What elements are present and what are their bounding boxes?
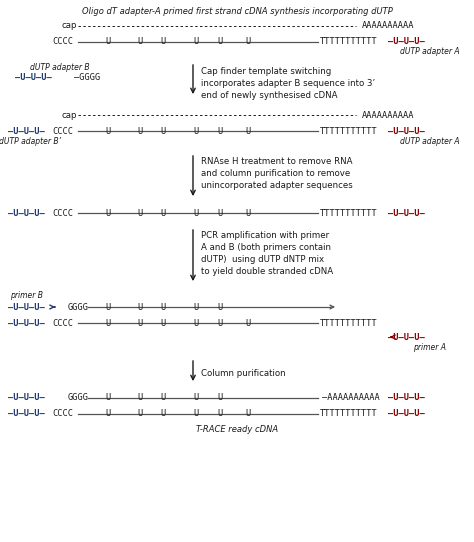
Text: U: U xyxy=(193,319,199,327)
Text: AAAAAAAAAA: AAAAAAAAAA xyxy=(362,22,414,30)
Text: CCCC: CCCC xyxy=(52,209,73,217)
Text: and column purification to remove: and column purification to remove xyxy=(201,170,350,178)
Text: U: U xyxy=(105,37,110,47)
Text: —U—U—U—: —U—U—U— xyxy=(388,37,425,47)
Text: to yield double stranded cDNA: to yield double stranded cDNA xyxy=(201,268,333,276)
Text: GGGG: GGGG xyxy=(68,393,89,403)
Text: —U—U—U—: —U—U—U— xyxy=(388,209,425,217)
Text: U: U xyxy=(218,37,223,47)
Text: TTTTTTTTTTT: TTTTTTTTTTT xyxy=(320,209,378,217)
Text: U: U xyxy=(160,302,165,312)
Text: CCCC: CCCC xyxy=(52,37,73,47)
Text: —U—U—U—: —U—U—U— xyxy=(8,209,45,217)
Text: U: U xyxy=(246,126,251,136)
Text: Oligo dT adapter-A primed first strand cDNA synthesis incorporating dUTP: Oligo dT adapter-A primed first strand c… xyxy=(82,7,392,16)
Text: AAAAAAAAAA: AAAAAAAAAA xyxy=(362,111,414,119)
Text: U: U xyxy=(246,209,251,217)
Text: —U—U—U—: —U—U—U— xyxy=(8,410,45,418)
Text: U: U xyxy=(137,126,143,136)
Text: U: U xyxy=(137,410,143,418)
Text: PCR amplification with primer: PCR amplification with primer xyxy=(201,231,329,241)
Text: dUTP adapter A: dUTP adapter A xyxy=(400,137,460,145)
Text: U: U xyxy=(160,393,165,403)
Text: U: U xyxy=(137,393,143,403)
Text: primer A: primer A xyxy=(413,344,447,352)
Text: end of newly synthesised cDNA: end of newly synthesised cDNA xyxy=(201,91,337,100)
Text: U: U xyxy=(218,302,223,312)
Text: —U—U—U—: —U—U—U— xyxy=(388,410,425,418)
Text: U: U xyxy=(105,209,110,217)
Text: T-RACE ready cDNA: T-RACE ready cDNA xyxy=(196,425,278,435)
Text: CCCC: CCCC xyxy=(52,126,73,136)
Text: U: U xyxy=(105,126,110,136)
Text: TTTTTTTTTTT: TTTTTTTTTTT xyxy=(320,410,378,418)
Text: U: U xyxy=(105,319,110,327)
Text: U: U xyxy=(137,319,143,327)
Text: U: U xyxy=(193,37,199,47)
Text: U: U xyxy=(137,302,143,312)
Text: U: U xyxy=(160,209,165,217)
Text: TTTTTTTTTTT: TTTTTTTTTTT xyxy=(320,319,378,327)
Text: U: U xyxy=(160,410,165,418)
Text: —U—U—U—: —U—U—U— xyxy=(8,302,45,312)
Text: A and B (both primers contain: A and B (both primers contain xyxy=(201,243,331,253)
Text: dUTP adapter A: dUTP adapter A xyxy=(400,48,460,56)
Text: U: U xyxy=(246,410,251,418)
Text: U: U xyxy=(218,410,223,418)
Text: U: U xyxy=(105,393,110,403)
Text: U: U xyxy=(193,126,199,136)
Text: U: U xyxy=(218,209,223,217)
Text: U: U xyxy=(105,410,110,418)
Text: CCCC: CCCC xyxy=(52,410,73,418)
Text: U: U xyxy=(193,393,199,403)
Text: –GGGG: –GGGG xyxy=(74,74,100,82)
Text: —U—U—U—: —U—U—U— xyxy=(15,74,52,82)
Text: U: U xyxy=(137,37,143,47)
Text: dUTP adapter B’: dUTP adapter B’ xyxy=(0,137,61,145)
Text: U: U xyxy=(246,319,251,327)
Text: incorporates adapter B sequence into 3’: incorporates adapter B sequence into 3’ xyxy=(201,79,375,87)
Text: RNAse H treatment to remove RNA: RNAse H treatment to remove RNA xyxy=(201,158,353,166)
Text: U: U xyxy=(218,126,223,136)
Text: CCCC: CCCC xyxy=(52,319,73,327)
Text: —AAAAAAAAAA: —AAAAAAAAAA xyxy=(322,393,380,403)
Text: U: U xyxy=(137,209,143,217)
Text: Column purification: Column purification xyxy=(201,369,286,378)
Text: U: U xyxy=(193,209,199,217)
Text: cap: cap xyxy=(62,111,78,119)
Text: —U—U—U—: —U—U—U— xyxy=(8,393,45,403)
Text: U: U xyxy=(218,393,223,403)
Text: —U—U—U—: —U—U—U— xyxy=(388,332,425,341)
Text: U: U xyxy=(193,302,199,312)
Text: —U—U—U—: —U—U—U— xyxy=(8,319,45,327)
Text: —U—U—U—: —U—U—U— xyxy=(8,126,45,136)
Text: U: U xyxy=(105,302,110,312)
Text: U: U xyxy=(160,319,165,327)
Text: GGGG: GGGG xyxy=(68,302,89,312)
Text: dUTP adapter B: dUTP adapter B xyxy=(30,63,90,73)
Text: unincorporated adapter sequences: unincorporated adapter sequences xyxy=(201,182,353,190)
Text: U: U xyxy=(193,410,199,418)
Text: cap: cap xyxy=(62,22,78,30)
Text: dUTP)  using dUTP dNTP mix: dUTP) using dUTP dNTP mix xyxy=(201,255,324,264)
Text: —U—U—U—: —U—U—U— xyxy=(388,393,425,403)
Text: U: U xyxy=(160,126,165,136)
Text: —U—U—U—: —U—U—U— xyxy=(388,126,425,136)
Text: U: U xyxy=(160,37,165,47)
Text: TTTTTTTTTTT: TTTTTTTTTTT xyxy=(320,126,378,136)
Text: U: U xyxy=(218,319,223,327)
Text: Cap finder template switching: Cap finder template switching xyxy=(201,67,331,75)
Text: U: U xyxy=(246,37,251,47)
Text: primer B: primer B xyxy=(10,291,43,300)
Text: TTTTTTTTTTT: TTTTTTTTTTT xyxy=(320,37,378,47)
